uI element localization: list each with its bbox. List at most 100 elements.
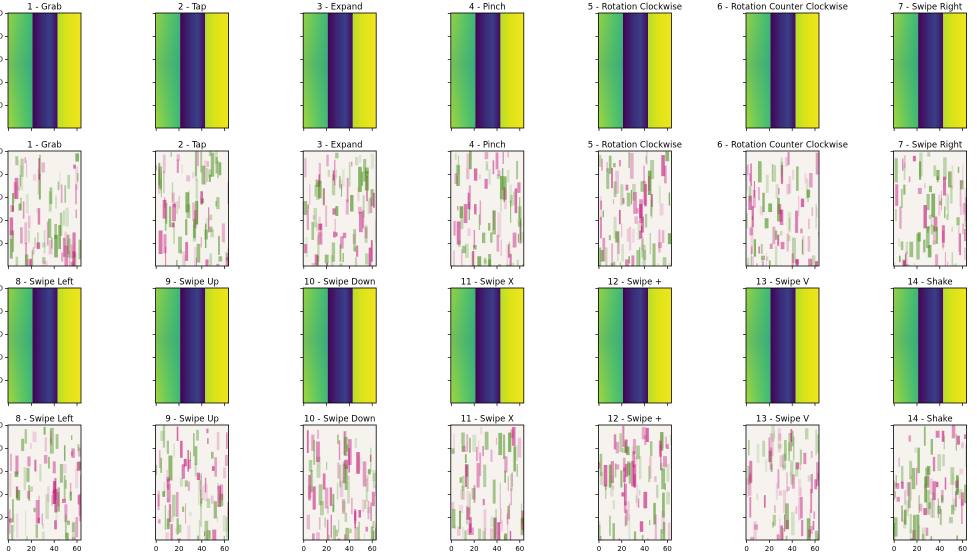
streak bbox=[619, 433, 623, 453]
axes-frame bbox=[745, 287, 820, 404]
streak bbox=[36, 242, 41, 249]
streak bbox=[930, 224, 934, 235]
streak bbox=[326, 262, 329, 266]
streak bbox=[318, 174, 321, 188]
streak bbox=[649, 519, 651, 526]
heatmap-image bbox=[8, 151, 81, 266]
streak bbox=[482, 232, 486, 244]
streak bbox=[510, 474, 513, 492]
streak bbox=[815, 203, 817, 229]
streak bbox=[500, 198, 502, 212]
streak bbox=[14, 471, 19, 478]
subplot-title: 6 - Rotation Counter Clockwise bbox=[717, 141, 848, 151]
streak bbox=[616, 240, 619, 262]
streak bbox=[618, 209, 621, 225]
streak bbox=[507, 505, 510, 520]
streak bbox=[746, 477, 750, 497]
streak bbox=[210, 495, 214, 504]
band bbox=[795, 13, 819, 128]
streak bbox=[497, 212, 502, 238]
streak bbox=[78, 461, 81, 470]
heatmap-image bbox=[746, 151, 819, 266]
streak bbox=[665, 151, 670, 162]
streak bbox=[895, 483, 900, 489]
subplot-title: 4 - Pinch bbox=[469, 141, 506, 151]
streak bbox=[908, 435, 912, 442]
streak bbox=[955, 433, 957, 451]
streak bbox=[208, 169, 212, 177]
streak bbox=[45, 493, 49, 519]
streak bbox=[632, 438, 636, 455]
y-tick-label: 20 bbox=[0, 445, 3, 453]
streak bbox=[203, 531, 206, 537]
subplot-title: 5 - Rotation Clockwise bbox=[588, 3, 682, 13]
streak bbox=[193, 433, 195, 457]
streak bbox=[362, 195, 365, 218]
streak bbox=[369, 447, 372, 473]
streak bbox=[158, 166, 162, 189]
axes-frame bbox=[450, 150, 525, 267]
streak bbox=[59, 463, 63, 483]
streak bbox=[610, 461, 615, 484]
streak bbox=[817, 534, 819, 540]
streak bbox=[163, 234, 167, 254]
streak bbox=[501, 168, 504, 190]
streak bbox=[473, 229, 476, 248]
streak bbox=[160, 171, 163, 198]
streak bbox=[185, 242, 189, 261]
streak bbox=[664, 483, 666, 491]
streak bbox=[67, 238, 72, 258]
streak bbox=[787, 486, 790, 491]
streak bbox=[227, 248, 229, 265]
streak bbox=[209, 253, 213, 266]
y-tick-label: 20 bbox=[0, 33, 3, 41]
streak bbox=[201, 165, 206, 185]
streak bbox=[339, 480, 344, 498]
streak bbox=[64, 231, 68, 247]
subplot: 1 - Grab 0 20 40 60 80 bbox=[0, 3, 82, 131]
streak bbox=[928, 185, 933, 193]
axes-frame bbox=[450, 12, 525, 129]
streak bbox=[464, 454, 467, 464]
streak bbox=[499, 482, 501, 491]
streak bbox=[216, 197, 220, 210]
streak bbox=[163, 481, 166, 496]
streak bbox=[496, 174, 500, 179]
streak bbox=[9, 238, 13, 259]
streak bbox=[62, 210, 65, 226]
streak bbox=[775, 483, 778, 501]
subplot: 6 - Rotation Counter Clockwise bbox=[717, 3, 848, 131]
streak bbox=[626, 192, 631, 207]
axes-frame bbox=[893, 12, 967, 129]
subplot: 2 - Tap bbox=[152, 3, 230, 131]
streak bbox=[482, 445, 484, 457]
streak bbox=[620, 223, 623, 238]
streak bbox=[965, 197, 967, 221]
streak bbox=[184, 480, 188, 487]
streak bbox=[164, 218, 167, 231]
streak bbox=[944, 477, 947, 490]
streak bbox=[32, 247, 35, 255]
streak bbox=[508, 241, 511, 258]
streak bbox=[752, 189, 756, 208]
streak bbox=[603, 465, 608, 487]
streak bbox=[956, 217, 960, 226]
streak bbox=[510, 194, 513, 207]
streak bbox=[314, 184, 317, 197]
streak bbox=[634, 216, 638, 224]
streak bbox=[893, 517, 898, 537]
streak bbox=[780, 164, 784, 185]
streak bbox=[57, 487, 60, 512]
streak bbox=[810, 474, 814, 493]
streak bbox=[80, 475, 81, 496]
streak bbox=[46, 221, 49, 246]
streak bbox=[312, 486, 316, 510]
x-tick-label: 40 bbox=[345, 545, 354, 553]
streak bbox=[925, 226, 930, 249]
streak bbox=[626, 446, 630, 456]
streak bbox=[312, 533, 315, 540]
band bbox=[205, 288, 229, 403]
streak bbox=[624, 463, 628, 477]
subplot: 7 - Swipe Right bbox=[890, 141, 967, 269]
streak bbox=[208, 530, 212, 539]
